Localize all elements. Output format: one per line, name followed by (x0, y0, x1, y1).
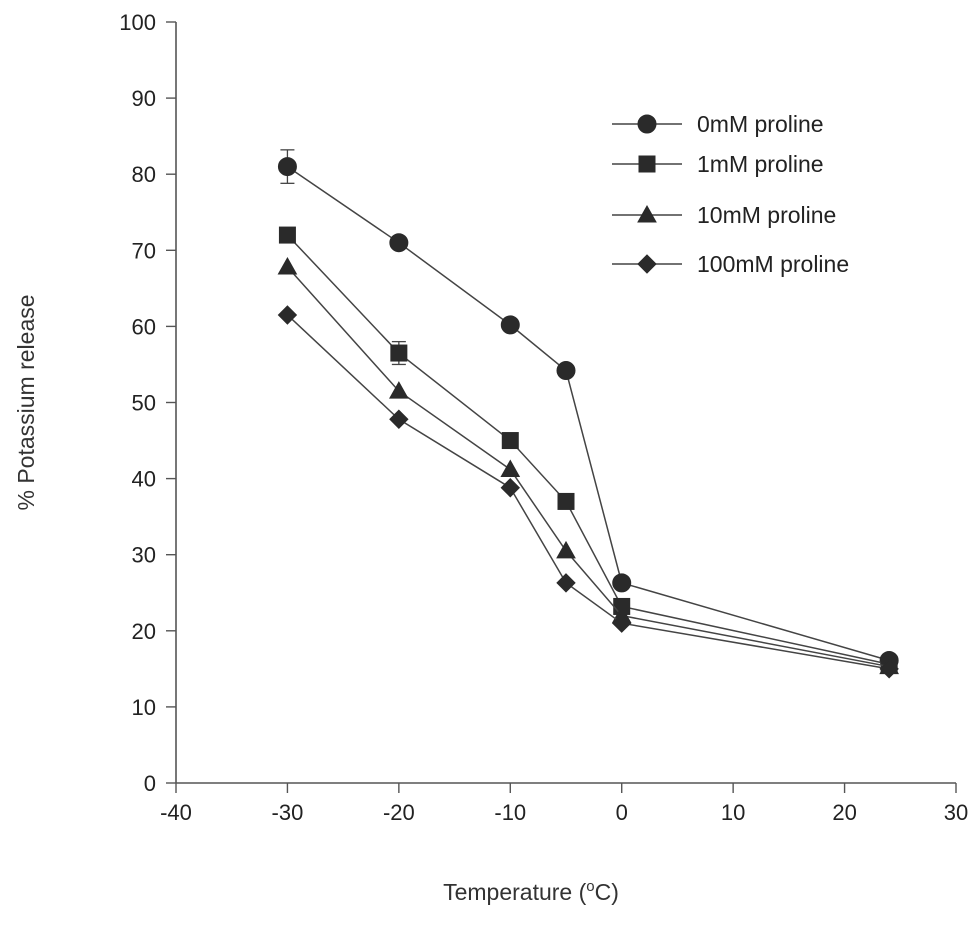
legend-marker-1 (638, 155, 656, 173)
series-1mm-proline (278, 226, 898, 673)
data-point-0-1 (389, 233, 409, 253)
data-point-1-0 (278, 226, 296, 244)
series-line-2 (286, 266, 890, 668)
y-tick-label-100: 100 (119, 10, 156, 35)
y-tick-label-40: 40 (132, 467, 156, 492)
y-tick-label-60: 60 (132, 314, 156, 339)
x-tick-label-0: 0 (616, 800, 628, 825)
data-point-2-2 (500, 459, 521, 477)
x-tick-label-10: 10 (721, 800, 745, 825)
data-point-0-3 (556, 361, 576, 381)
y-tick-label-80: 80 (132, 162, 156, 187)
y-tick-label-10: 10 (132, 695, 156, 720)
series-line-3 (286, 314, 890, 670)
y-tick-label-70: 70 (132, 238, 156, 263)
axes (175, 22, 956, 784)
data-point-1-1 (390, 344, 408, 362)
x-tick-label-30: 30 (944, 800, 968, 825)
x-tick-label--30: -30 (272, 800, 304, 825)
legend-item-1: 1mM proline (612, 151, 824, 177)
data-point-3-2 (500, 478, 520, 498)
data-point-2-0 (277, 257, 298, 275)
data-point-3-4 (612, 613, 632, 633)
x-tick-label--20: -20 (383, 800, 415, 825)
y-tick-label-90: 90 (132, 86, 156, 111)
series-100mm-proline (277, 305, 899, 679)
data-point-0-0 (277, 157, 297, 177)
y-ticks: 0 10 20 30 40 50 60 70 80 90 100 (119, 10, 176, 796)
x-axis-title-unit: C) (595, 879, 619, 905)
x-ticks: -40 -30 -20 -10 0 10 20 30 (160, 783, 968, 825)
legend-label-1: 1mM proline (697, 151, 824, 177)
data-point-2-1 (389, 381, 409, 399)
y-tick-label-30: 30 (132, 543, 156, 568)
x-axis-title: Temperature (oC) (443, 878, 619, 905)
y-tick-label-0: 0 (144, 771, 156, 796)
data-point-3-5 (879, 659, 899, 679)
data-point-0-2 (500, 315, 520, 335)
x-axis-title-text: Temperature ( (443, 879, 587, 905)
legend-item-2: 10mM proline (612, 202, 836, 228)
legend-label-3: 100mM proline (697, 251, 849, 277)
legend-label-2: 10mM proline (697, 202, 836, 228)
data-point-2-3 (556, 540, 576, 559)
data-point-3-3 (556, 573, 576, 593)
series-10mm-proline (277, 257, 899, 675)
y-tick-label-20: 20 (132, 619, 156, 644)
x-tick-label-20: 20 (832, 800, 856, 825)
x-tick-label--40: -40 (160, 800, 192, 825)
x-axis-title-degree: o (586, 878, 594, 895)
series-line-1 (286, 234, 890, 666)
legend: 0mM proline 1mM proline 10mM proline 100mM … (612, 111, 849, 277)
data-point-3-0 (277, 305, 298, 325)
legend-label-0: 0mM proline (697, 111, 824, 137)
legend-item-0: 0mM proline (612, 111, 824, 137)
legend-item-3: 100mM proline (612, 251, 849, 277)
y-axis-title: % Potassium release (13, 294, 39, 510)
data-point-1-2 (501, 432, 519, 450)
data-point-3-1 (389, 409, 409, 429)
y-tick-label-50: 50 (132, 391, 156, 416)
legend-marker-0 (637, 114, 657, 134)
x-tick-label--10: -10 (494, 800, 526, 825)
legend-marker-2 (637, 204, 657, 223)
data-point-1-3 (557, 492, 575, 510)
series-layer (277, 149, 899, 679)
data-point-0-4 (612, 573, 632, 593)
series-line-0 (287, 165, 890, 662)
legend-marker-3 (637, 254, 657, 274)
